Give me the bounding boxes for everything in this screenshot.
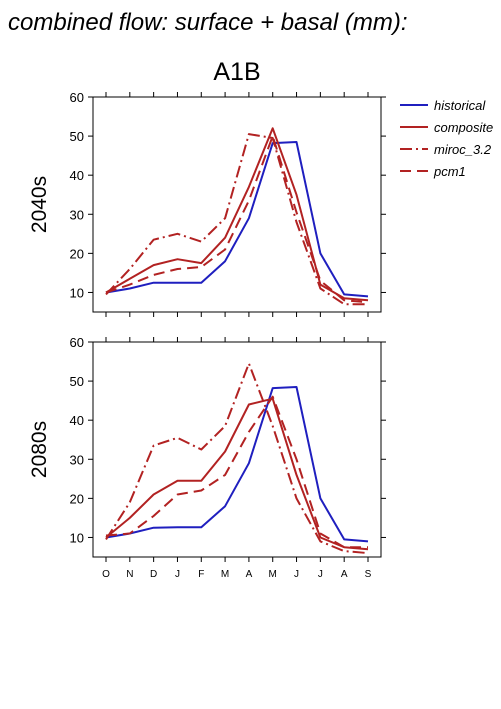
y-tick-label: 10: [70, 285, 84, 300]
x-tick-label: F: [198, 569, 204, 580]
y-axis-label: 2040s: [28, 176, 51, 233]
chart-panel-2080s: 10 20 30 40 50 60 O N D J F M A M J J A S 2080s: [28, 335, 386, 580]
y-tick-label: 20: [70, 246, 84, 261]
figure-subtitle: A1B: [213, 58, 260, 86]
x-tick-label: M: [269, 569, 277, 580]
legend-item: pcm1: [400, 164, 466, 179]
x-tick-label: D: [150, 569, 157, 580]
series-line-historical: [105, 141, 369, 298]
y-tick-label: 60: [70, 335, 84, 350]
legend-label: composite: [434, 120, 493, 135]
x-tick-label: J: [175, 569, 180, 580]
y-axis-label: 2080s: [28, 421, 51, 478]
legend-label: miroc_3.2: [434, 142, 492, 157]
x-tick-label: S: [365, 569, 372, 580]
series-line-miroc-3-2: [105, 362, 369, 555]
y-tick-label: 40: [70, 413, 84, 428]
x-tick-label: A: [341, 569, 348, 580]
x-tick-label: O: [102, 569, 110, 580]
y-tick-label: 30: [70, 452, 84, 467]
legend-item: composite: [400, 120, 493, 135]
series-line-miroc-3-2: [105, 133, 368, 306]
y-tick-label: 50: [70, 129, 84, 144]
y-tick-label: 60: [70, 90, 84, 105]
legend-label: historical: [434, 98, 486, 113]
legend-item: miroc_3.2: [400, 142, 492, 157]
x-tick-label: A: [246, 569, 253, 580]
y-tick-label: 10: [70, 530, 84, 545]
legend: historical composite miroc_3.2 pcm1: [400, 98, 493, 179]
chart-panels: 10 20 30 40 50 60 2040s 10 20 30 40 50 60 O N D J F M A M J J A…: [28, 90, 386, 580]
plot-frame: [92, 96, 382, 313]
plot-frame: [92, 341, 382, 558]
x-tick-label: N: [126, 569, 133, 580]
figure-title: combined flow: surface + basal (mm):: [8, 9, 407, 36]
chart-panel-2040s: 10 20 30 40 50 60 2040s: [28, 90, 386, 317]
x-tick-label: J: [318, 569, 323, 580]
series-line-historical: [105, 386, 369, 543]
legend-label: pcm1: [433, 164, 466, 179]
y-tick-label: 50: [70, 374, 84, 389]
y-tick-label: 40: [70, 168, 84, 183]
y-tick-label: 30: [70, 207, 84, 222]
x-tick-label: J: [294, 569, 299, 580]
x-tick-label: M: [221, 569, 229, 580]
legend-item: historical: [400, 98, 486, 113]
series-line-pcm1: [105, 395, 368, 549]
y-tick-label: 20: [70, 491, 84, 506]
series-line-pcm1: [105, 135, 369, 304]
series-line-composite: [105, 397, 369, 551]
series-line-composite: [105, 127, 369, 302]
